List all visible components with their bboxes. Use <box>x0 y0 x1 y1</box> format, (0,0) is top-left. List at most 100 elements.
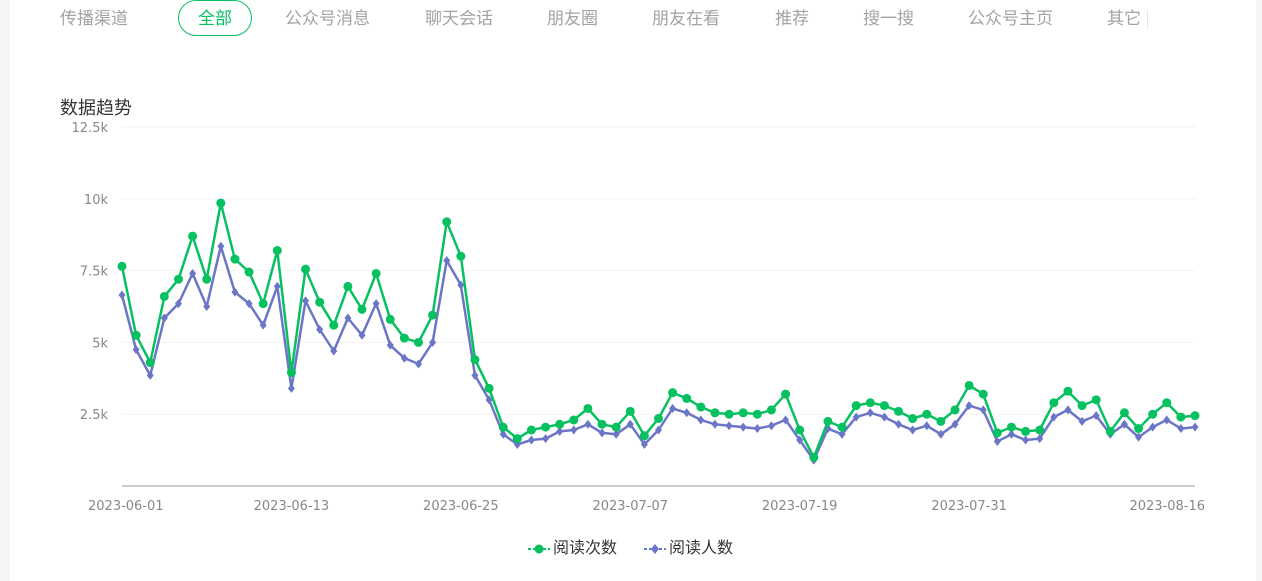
data-point-reads <box>1119 408 1129 418</box>
data-point-reads <box>512 434 522 444</box>
data-point-readers <box>711 419 719 429</box>
data-point-reads <box>964 380 974 390</box>
tab-other[interactable]: 其它 <box>1107 9 1141 29</box>
data-point-readers <box>669 403 677 413</box>
data-point-readers <box>753 424 761 434</box>
data-point-reads <box>1134 424 1144 434</box>
data-point-readers <box>852 412 860 422</box>
data-point-readers <box>767 421 775 431</box>
section-title: 数据趋势 <box>60 98 132 119</box>
y-tick-label: 12.5k <box>72 121 109 136</box>
data-point-readers <box>1064 405 1072 415</box>
data-point-reads <box>978 389 988 399</box>
data-point-reads <box>597 419 607 429</box>
data-point-reads <box>244 267 254 277</box>
data-point-readers <box>160 313 168 323</box>
data-point-reads <box>173 274 183 284</box>
data-point-readers <box>259 320 267 330</box>
data-point-reads <box>583 403 593 413</box>
data-point-reads <box>1006 422 1016 432</box>
data-point-readers <box>203 302 211 311</box>
legend-label-reads: 阅读次数 <box>553 538 618 557</box>
data-point-readers <box>782 415 790 425</box>
data-point-readers <box>598 428 606 438</box>
data-point-readers <box>951 419 959 429</box>
data-point-reads <box>1035 425 1045 435</box>
data-point-readers <box>993 436 1001 446</box>
data-point-readers <box>542 434 550 444</box>
data-point-reads <box>117 261 127 271</box>
tab-search[interactable]: 搜一搜 <box>863 9 914 29</box>
data-point-readers <box>174 299 182 309</box>
data-point-reads <box>188 231 198 241</box>
data-point-reads <box>865 398 875 408</box>
legend-item-readers[interactable]: 阅读人数 <box>643 536 733 560</box>
legend-item-reads[interactable]: 阅读次数 <box>527 536 617 560</box>
data-point-readers <box>245 299 253 309</box>
data-point-readers <box>556 426 564 436</box>
data-point-reads <box>1162 398 1172 408</box>
tab-account-homepage[interactable]: 公众号主页 <box>968 9 1053 29</box>
data-point-readers <box>1191 422 1199 432</box>
data-point-reads <box>413 337 423 347</box>
data-point-reads <box>950 405 960 415</box>
data-point-reads <box>470 355 480 365</box>
data-point-readers <box>725 421 733 431</box>
x-tick-label: 2023-07-31 <box>931 499 1007 514</box>
data-point-reads <box>442 217 452 227</box>
data-point-readers <box>414 359 422 369</box>
data-point-readers <box>118 290 126 300</box>
data-point-reads <box>1176 412 1186 422</box>
tab-chat-sessions[interactable]: 聊天会话 <box>425 9 493 29</box>
legend-label-readers: 阅读人数 <box>669 538 734 557</box>
data-point-reads <box>230 254 240 264</box>
data-point-reads <box>272 245 282 255</box>
data-point-reads <box>498 422 508 432</box>
data-point-readers <box>386 340 394 350</box>
data-point-reads <box>526 425 536 435</box>
data-point-reads <box>766 405 776 415</box>
data-point-readers <box>146 370 154 380</box>
data-point-reads <box>399 333 409 343</box>
data-point-readers <box>880 412 888 422</box>
data-point-reads <box>1063 386 1073 396</box>
data-point-readers <box>796 435 804 445</box>
tab-moments[interactable]: 朋友圈 <box>547 9 598 29</box>
data-point-reads <box>258 299 268 309</box>
data-point-reads <box>371 268 381 278</box>
data-point-readers <box>429 337 437 347</box>
data-point-readers <box>838 429 846 439</box>
tab-recommend[interactable]: 推荐 <box>775 9 809 29</box>
data-point-reads <box>1190 411 1200 421</box>
data-point-readers <box>612 429 620 439</box>
data-point-readers <box>273 281 281 291</box>
data-point-reads <box>555 419 565 429</box>
data-point-reads <box>795 425 805 435</box>
chart-card: 传播渠道 全部 公众号消息 聊天会话 朋友圈 朋友在看 推荐 搜一搜 公众号主页… <box>10 0 1256 581</box>
data-point-readers <box>683 408 691 418</box>
data-point-readers <box>655 425 662 435</box>
data-point-readers <box>739 422 747 432</box>
data-point-readers <box>485 395 493 405</box>
tab-official-account-messages[interactable]: 公众号消息 <box>285 9 370 29</box>
data-point-reads <box>1077 401 1087 411</box>
data-point-readers <box>570 425 578 435</box>
data-point-reads <box>611 422 621 432</box>
line-chart: 2.5k 5k 7.5k 10k 12.5k 2023-06-01 2023-06-13 20… <box>72 121 1205 514</box>
x-tick-label: 2023-06-01 <box>88 499 164 514</box>
data-point-readers <box>626 419 634 429</box>
data-point-reads <box>936 416 946 426</box>
data-point-reads <box>879 401 889 411</box>
data-point-reads <box>894 406 904 416</box>
data-point-readers <box>1135 432 1143 442</box>
y-tick-label: 5k <box>92 336 108 351</box>
tab-friends-watching[interactable]: 朋友在看 <box>652 9 720 29</box>
tab-all[interactable]: 全部 <box>178 0 252 36</box>
data-point-readers <box>1036 434 1044 444</box>
data-point-readers <box>330 346 338 356</box>
x-tick-label: 2023-06-25 <box>423 499 499 514</box>
data-point-readers <box>909 425 917 435</box>
chart-legend: 阅读次数 阅读人数 <box>10 536 1256 560</box>
data-point-readers <box>640 439 648 449</box>
data-point-readers <box>231 287 239 297</box>
